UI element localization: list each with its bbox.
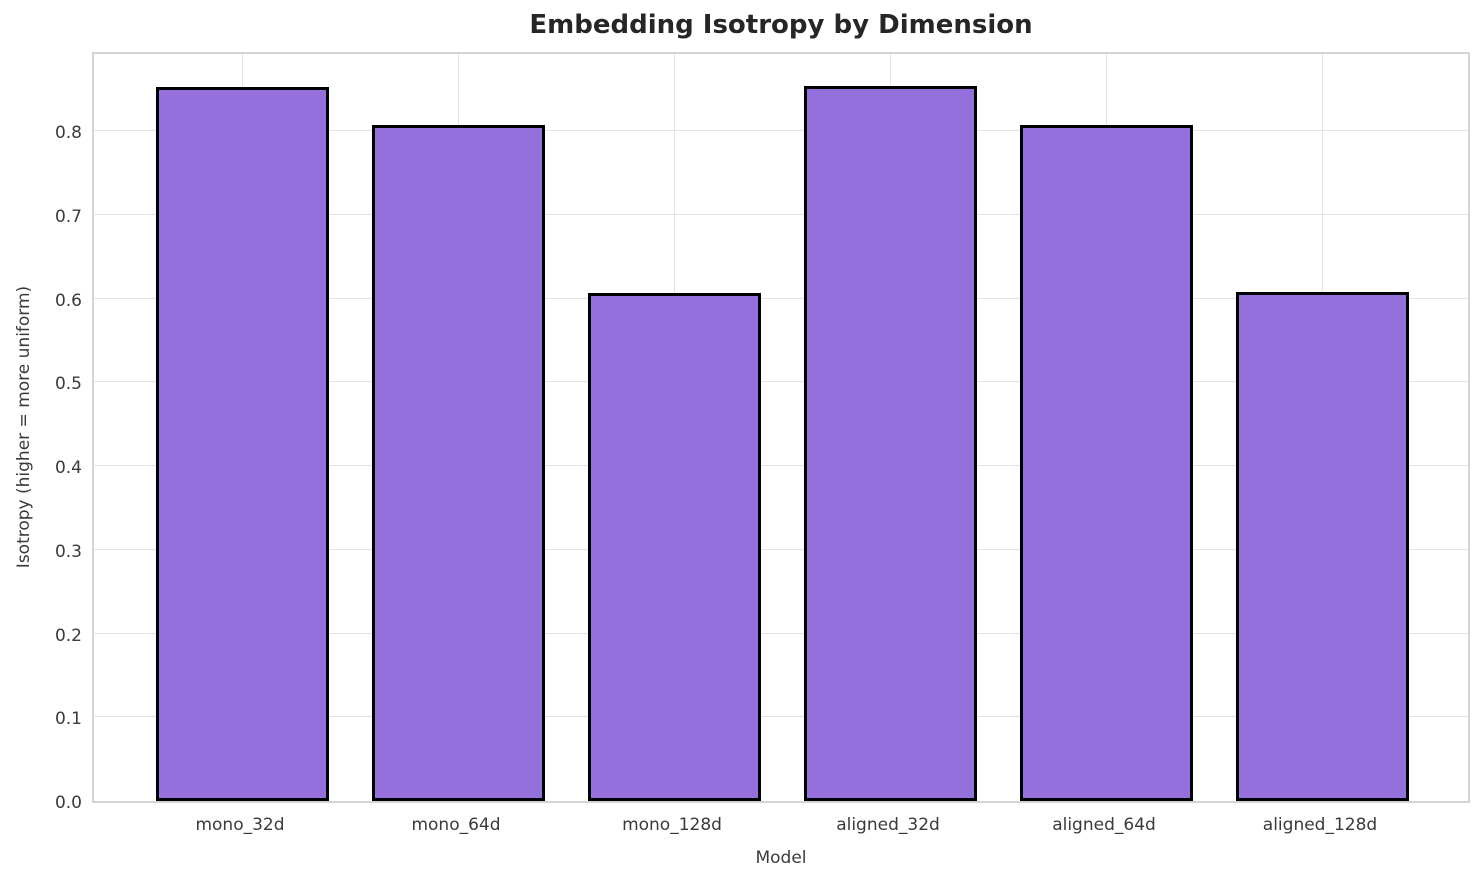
y-tick-label: 0.8 (54, 123, 82, 144)
h-gridline (94, 213, 1468, 215)
h-gridline (94, 297, 1468, 299)
x-tick-label-mono_128d: mono_128d (622, 815, 722, 835)
bar-aligned_128d (1235, 292, 1409, 801)
x-tick-label-aligned_64d: aligned_64d (1052, 815, 1156, 835)
y-tick-label: 0.6 (54, 290, 82, 311)
h-gridline (94, 381, 1468, 383)
x-tick-label-aligned_128d: aligned_128d (1262, 815, 1378, 835)
h-gridline (94, 632, 1468, 634)
bar-aligned_32d (803, 86, 977, 801)
h-gridline (94, 716, 1468, 718)
bar-mono_64d (371, 125, 545, 801)
plot-area (92, 52, 1470, 803)
y-tick-label: 0.1 (54, 709, 82, 730)
y-tick-label: 0.7 (54, 206, 82, 227)
bar-mono_128d (587, 293, 761, 801)
h-gridline (94, 465, 1468, 467)
x-axis-label: Model (755, 848, 807, 868)
y-tick-label: 0.2 (54, 625, 82, 646)
bar-mono_32d (155, 87, 329, 801)
y-tick-label: 0.0 (54, 793, 82, 813)
y-tick-label: 0.3 (54, 541, 82, 562)
x-tick-label-mono_32d: mono_32d (195, 815, 285, 835)
y-tick-label: 0.4 (54, 458, 82, 479)
h-gridline (94, 548, 1468, 550)
x-tick-label-aligned_32d: aligned_32d (836, 815, 940, 835)
y-tick-label: 0.5 (54, 374, 82, 395)
chart-title: Embedding Isotropy by Dimension (529, 10, 1033, 40)
h-gridline (94, 130, 1468, 132)
bar-aligned_64d (1019, 125, 1193, 801)
x-tick-label-mono_64d: mono_64d (411, 815, 501, 835)
y-axis-label: Isotropy (higher = more uniform) (14, 285, 34, 569)
